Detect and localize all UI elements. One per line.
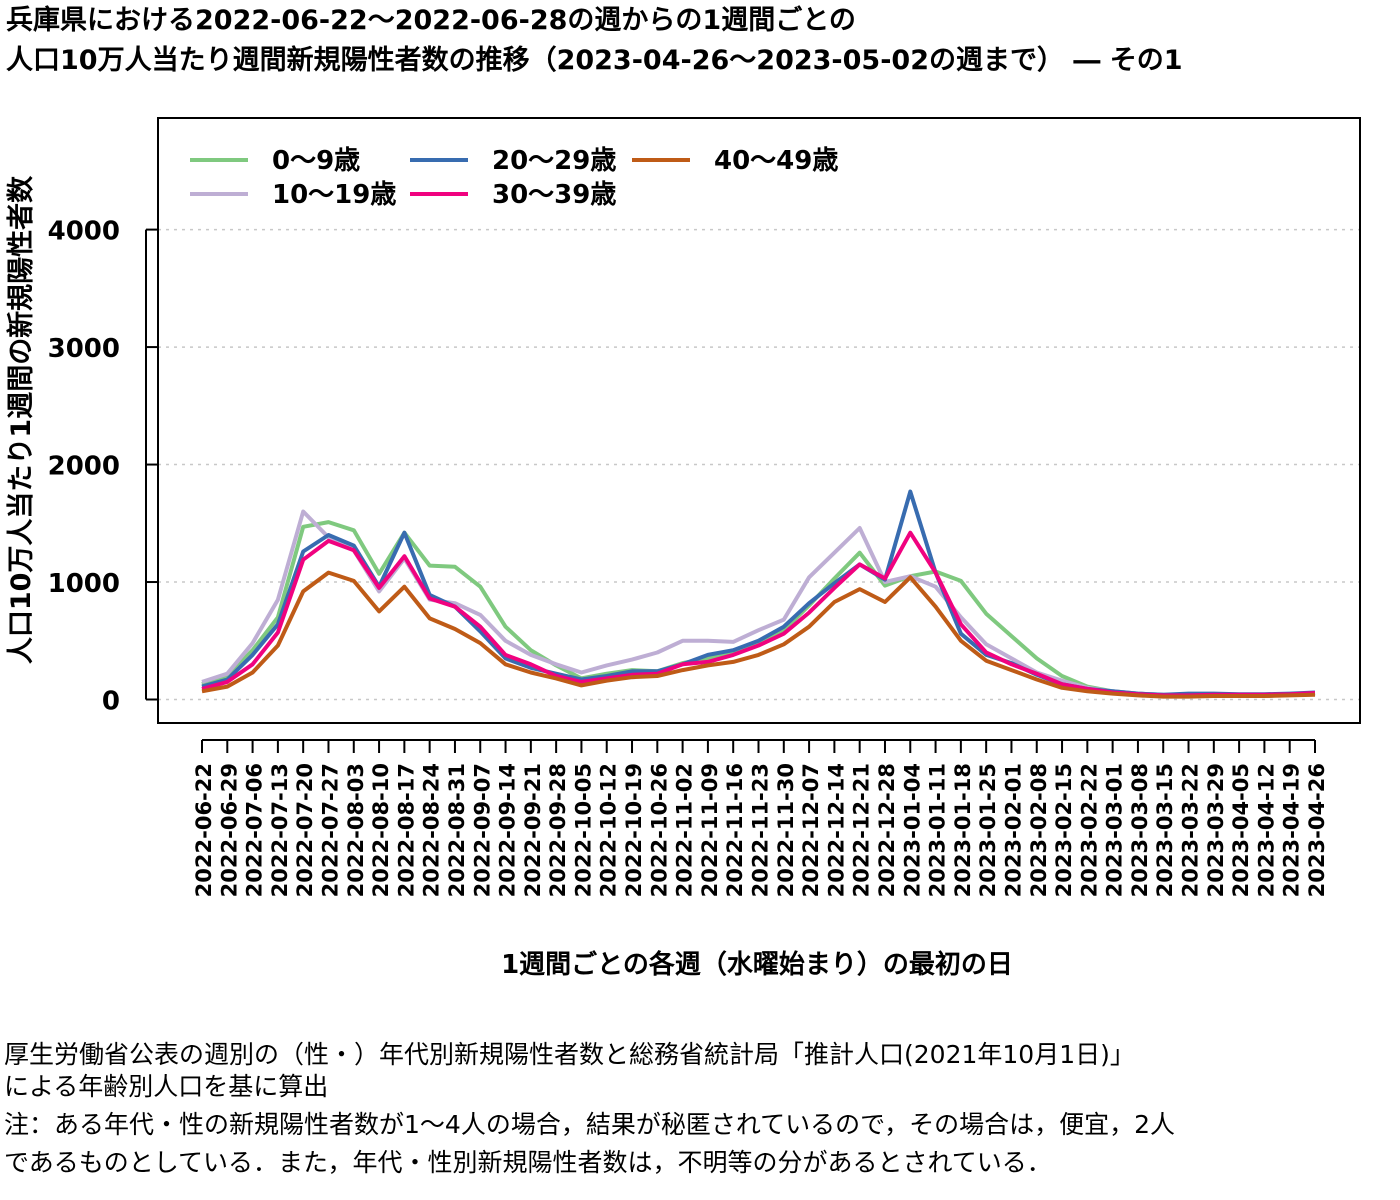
x-tick-label: 2023-02-01 xyxy=(1001,763,1025,897)
legend: 0〜9歳 10〜19歳 20〜29歳 30〜39歳 40〜49歳 xyxy=(190,146,838,210)
x-tick-label: 2023-04-12 xyxy=(1254,763,1278,897)
x-axis: 2022-06-22 2022-06-29 2022-07-06 2022-07-13… xyxy=(192,739,1329,897)
x-tick-label: 2022-06-22 xyxy=(192,763,216,897)
x-tick-label: 2022-11-30 xyxy=(774,763,798,897)
x-tick-label: 2022-10-26 xyxy=(647,763,671,897)
y-axis: 0 1000 2000 3000 4000 xyxy=(48,217,158,717)
series-lines xyxy=(201,489,1316,699)
x-tick-label: 2023-02-08 xyxy=(1027,763,1051,897)
y-tick-label: 3000 xyxy=(48,334,120,364)
source-note-line2: による年齢別人口を基に算出 xyxy=(4,1072,329,1101)
y-axis-label: 人口10万人当たり1週間の新規陽性者数 xyxy=(5,175,37,664)
chart-title-line1: 兵庫県における2022-06-22〜2022-06-28の週からの1週間ごとの xyxy=(6,5,856,36)
x-tick-label: 2022-11-23 xyxy=(749,763,773,897)
series-line-0 xyxy=(201,520,1316,698)
legend-label-0: 0〜9歳 xyxy=(272,146,360,176)
x-tick-label: 2023-04-26 xyxy=(1305,763,1329,897)
legend-label-1: 10〜19歳 xyxy=(272,180,396,210)
x-tick-label: 2023-03-15 xyxy=(1153,763,1177,897)
legend-label-2: 20〜29歳 xyxy=(492,146,616,176)
x-tick-label: 2022-10-12 xyxy=(597,763,621,897)
x-tick-label: 2022-08-10 xyxy=(369,763,393,897)
x-tick-label: 2022-10-05 xyxy=(571,763,595,897)
x-tick-label: 2023-04-05 xyxy=(1229,763,1253,897)
x-tick-label: 2022-06-29 xyxy=(217,763,241,897)
x-tick-label: 2022-07-27 xyxy=(318,763,342,897)
x-tick-label: 2022-10-19 xyxy=(622,763,646,897)
x-tick-label: 2022-09-07 xyxy=(470,763,494,897)
x-tick-label: 2022-08-03 xyxy=(344,763,368,897)
x-tick-label: 2023-03-08 xyxy=(1128,763,1152,897)
y-tick-label: 4000 xyxy=(48,217,120,247)
x-tick-label: 2022-11-16 xyxy=(723,763,747,897)
x-tick-label: 2022-11-09 xyxy=(698,763,722,897)
x-tick-label: 2022-12-21 xyxy=(850,763,874,897)
x-tick-label: 2022-07-20 xyxy=(293,763,317,897)
x-tick-label: 2023-01-18 xyxy=(951,763,975,897)
x-tick-label: 2022-08-17 xyxy=(394,763,418,897)
x-tick-label: 2023-04-19 xyxy=(1280,763,1304,897)
series-line-1 xyxy=(201,509,1316,698)
y-tick-label: 2000 xyxy=(48,452,120,482)
x-tick-label: 2023-03-22 xyxy=(1179,763,1203,897)
series-line-4 xyxy=(201,570,1316,699)
caveat-note-line1: 注：ある年代・性の新規陽性者数が1〜4人の場合，結果が秘匿されているので，その場… xyxy=(4,1110,1175,1139)
x-tick-label: 2022-07-13 xyxy=(268,763,292,897)
x-tick-label: 2022-08-24 xyxy=(420,763,444,897)
x-tick-label: 2022-07-06 xyxy=(243,763,267,897)
series-line-2 xyxy=(201,489,1316,697)
x-tick-label: 2022-11-02 xyxy=(673,763,697,897)
x-tick-label: 2022-09-14 xyxy=(496,763,520,897)
x-tick-label: 2023-02-22 xyxy=(1077,763,1101,897)
x-tick-label: 2023-01-04 xyxy=(900,763,924,897)
x-tick-label: 2022-08-31 xyxy=(445,763,469,897)
chart-title-line2: 人口10万人当たり週間新規陽性者数の推移（2023-04-26〜2023-05-… xyxy=(6,45,1183,76)
y-tick-label: 1000 xyxy=(48,569,120,599)
x-tick-label: 2023-02-15 xyxy=(1052,763,1076,897)
x-tick-label: 2022-12-14 xyxy=(824,763,848,897)
plot-frame xyxy=(157,117,1361,724)
x-axis-label: 1週間ごとの各週（水曜始まり）の最初の日 xyxy=(501,949,1013,980)
caveat-note-line2: であるものとしている．また，年代・性別新規陽性者数は，不明等の分があるとされてい… xyxy=(4,1148,1052,1177)
x-tick-label: 2023-01-25 xyxy=(976,763,1000,897)
source-note-line1: 厚生労働省公表の週別の（性・）年代別新規陽性者数と総務省統計局「推計人口(202… xyxy=(4,1040,1135,1069)
x-tick-label: 2023-03-01 xyxy=(1103,763,1127,897)
legend-label-4: 40〜49歳 xyxy=(714,146,838,176)
x-tick-label: 2022-09-28 xyxy=(546,763,570,897)
gridlines xyxy=(158,228,1360,701)
x-tick-label: 2023-01-11 xyxy=(926,763,950,897)
y-tick-label: 0 xyxy=(102,687,120,717)
x-tick-label: 2022-12-28 xyxy=(875,763,899,897)
x-tick-label: 2023-03-29 xyxy=(1204,763,1228,897)
x-tick-label: 2022-09-21 xyxy=(521,763,545,897)
x-tick-label: 2022-12-07 xyxy=(799,763,823,897)
legend-label-3: 30〜39歳 xyxy=(492,180,616,210)
